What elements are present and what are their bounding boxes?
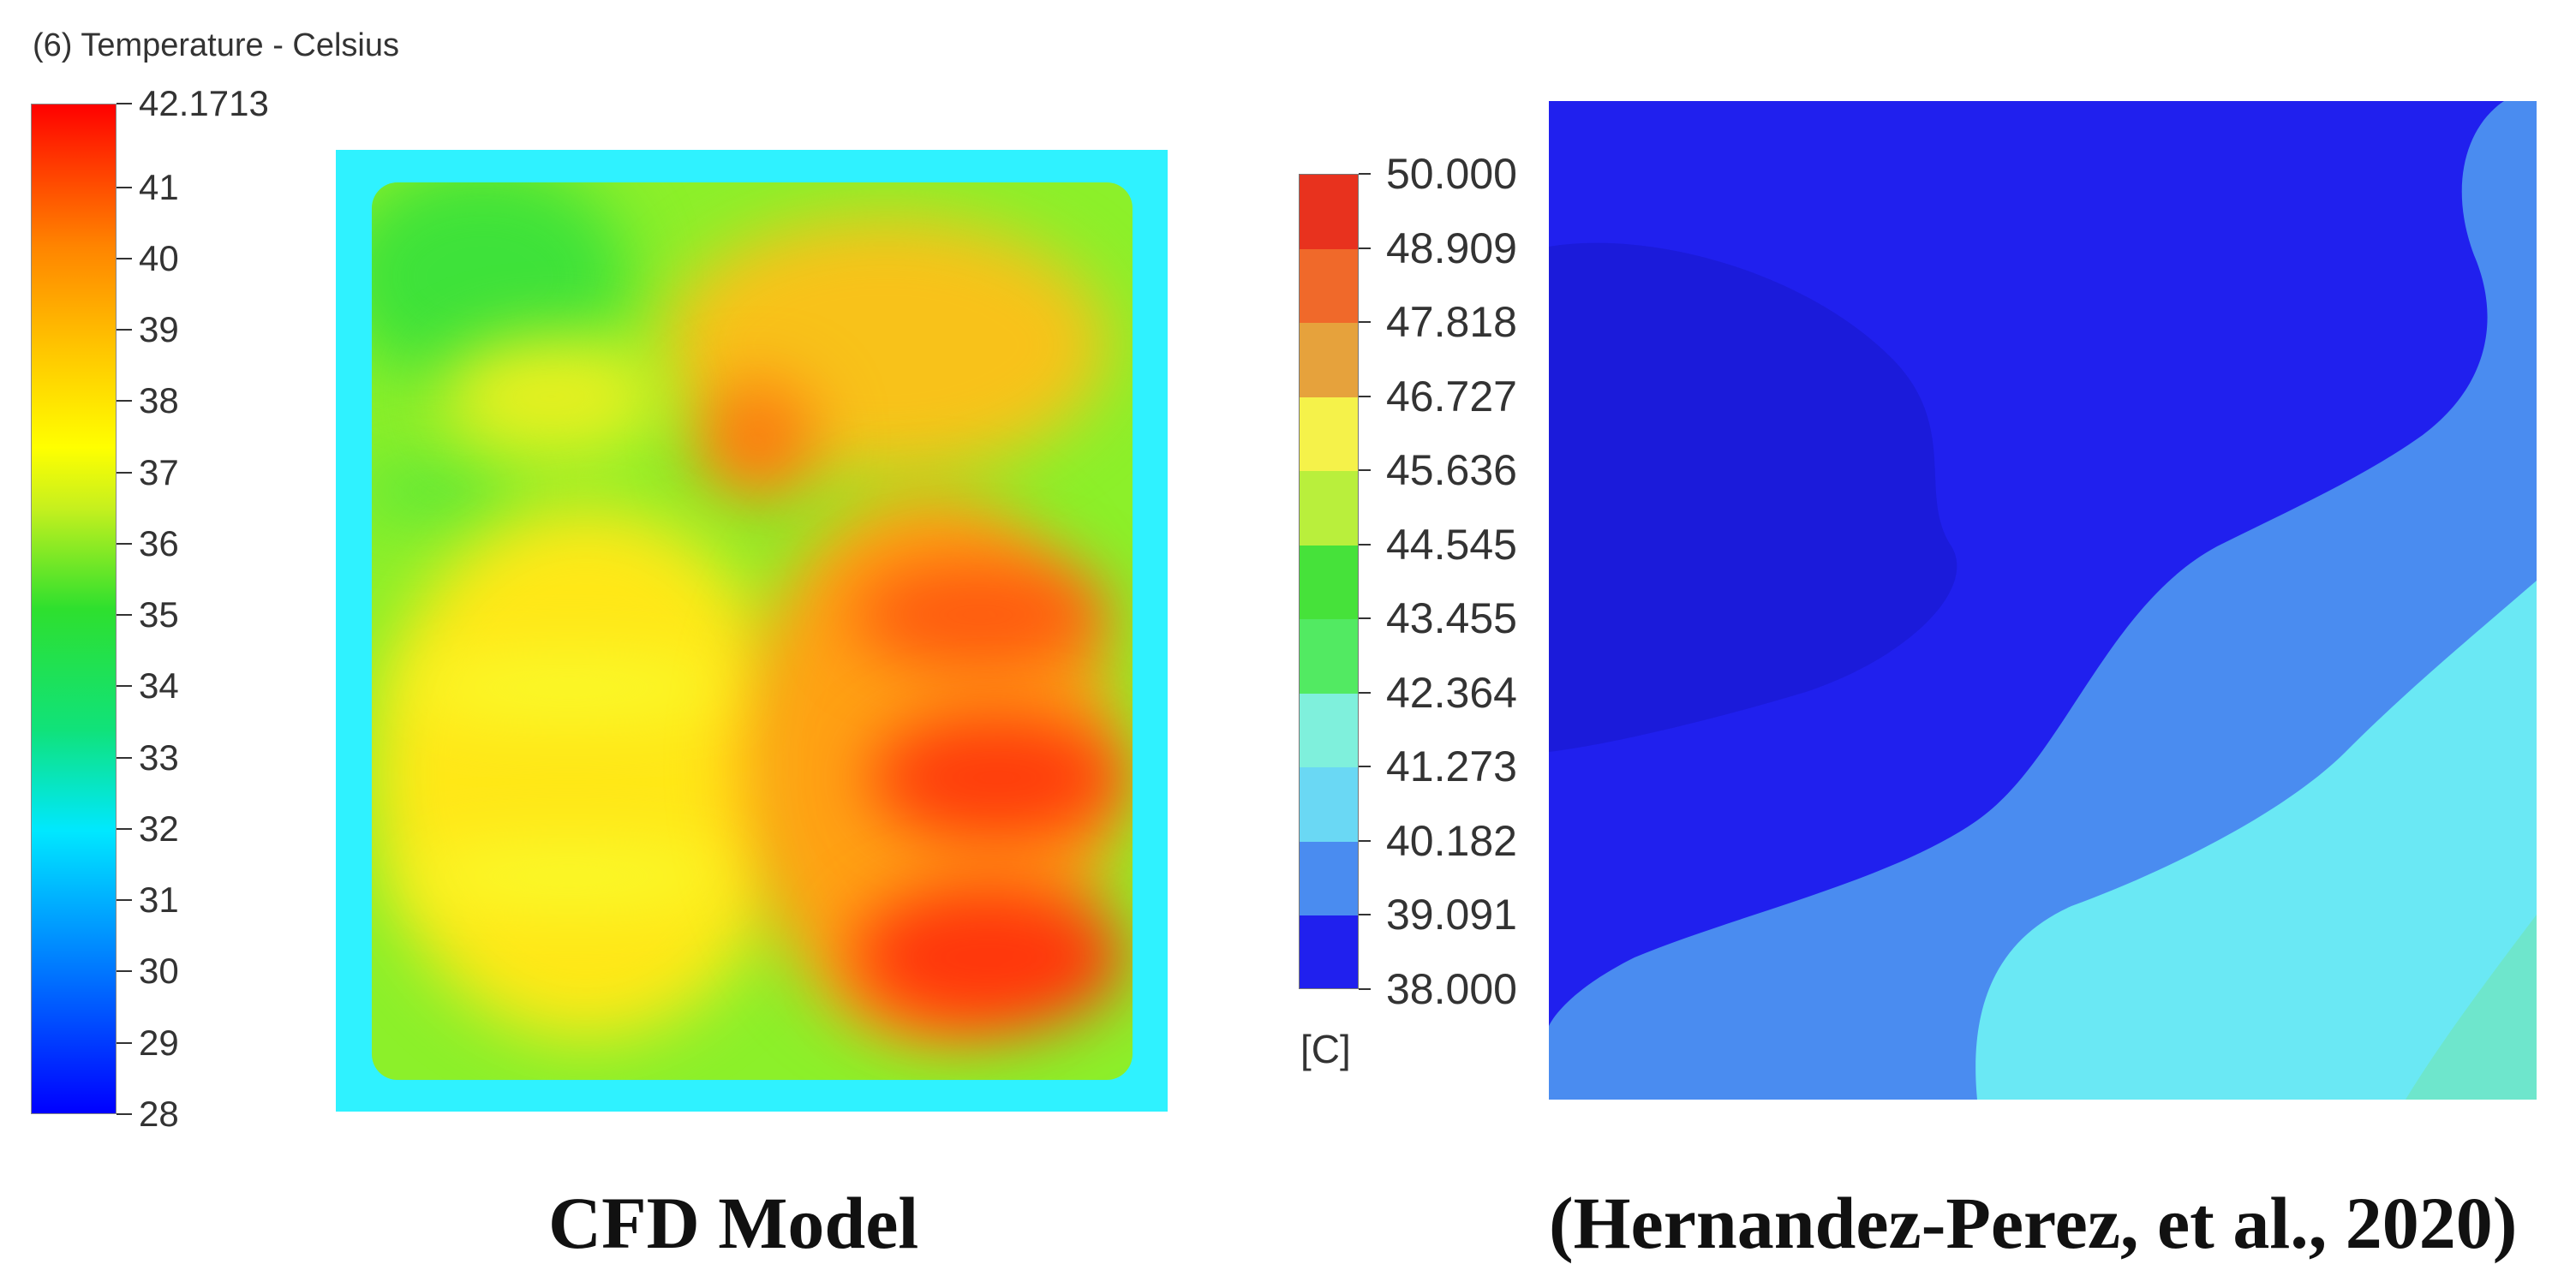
right-legend-band <box>1300 619 1358 694</box>
right-legend-label: 47.818 <box>1386 298 1517 347</box>
left-legend-label: 31 <box>139 880 179 921</box>
left-legend-tick <box>117 1041 132 1044</box>
right-legend-tick <box>1359 766 1371 768</box>
left-legend-label: 34 <box>139 665 179 707</box>
left-legend-label: 42.1713 <box>139 83 269 123</box>
left-legend-label: 35 <box>139 594 179 635</box>
right-legend-label: 40.182 <box>1386 816 1517 865</box>
right-legend-unit: [C] <box>1300 1027 1351 1071</box>
reference-caption: (Hernandez-Perez, et al., 2020) <box>1549 1182 2518 1264</box>
left-legend-tick <box>117 899 132 902</box>
left-legend-label: 28 <box>139 1094 179 1134</box>
left-legend-tick <box>117 542 132 545</box>
left-legend-label: 40 <box>139 237 179 278</box>
left-legend-tick <box>117 400 132 402</box>
cfd-contour-field <box>372 182 1133 1080</box>
right-legend-label: 45.636 <box>1386 446 1517 495</box>
right-legend-tick <box>1359 543 1371 546</box>
right-legend-label: 41.273 <box>1386 742 1517 791</box>
left-legend-label: 39 <box>139 309 179 350</box>
right-legend-band <box>1300 693 1358 768</box>
left-legend-label: 36 <box>139 522 179 563</box>
left-legend-label: 37 <box>139 451 179 492</box>
right-legend-tick <box>1359 395 1371 397</box>
contour-band-38 <box>1549 242 1957 752</box>
contour-band-42 <box>2406 915 2537 1100</box>
left-legend-tick <box>117 329 132 331</box>
right-legend-band <box>1300 915 1358 988</box>
right-legend-band <box>1300 397 1358 472</box>
left-legend-tick <box>117 257 132 259</box>
left-legend-tick <box>117 827 132 830</box>
right-legend-band <box>1300 767 1358 842</box>
right-legend-band <box>1300 841 1358 916</box>
left-legend-tick <box>117 1113 132 1115</box>
right-legend-label: 43.455 <box>1386 594 1517 643</box>
left-legend-label: 30 <box>139 951 179 992</box>
cfd-model-caption: CFD Model <box>548 1182 919 1264</box>
right-legend-band <box>1300 323 1358 397</box>
right-legend-tick <box>1359 469 1371 472</box>
left-legend-label: 32 <box>139 808 179 849</box>
right-legend-label: 38.000 <box>1386 965 1517 1013</box>
left-color-legend-bar <box>31 104 117 1114</box>
left-legend-label: 33 <box>139 736 179 778</box>
right-legend-label: 39.091 <box>1386 891 1517 939</box>
left-legend-tick <box>117 970 132 973</box>
right-legend-tick <box>1359 247 1371 249</box>
right-legend-label: 48.909 <box>1386 224 1517 272</box>
right-legend-label: 42.364 <box>1386 668 1517 717</box>
right-legend-band <box>1300 175 1358 249</box>
right-legend-band <box>1300 545 1358 620</box>
left-legend-label: 38 <box>139 380 179 421</box>
right-color-legend-bar <box>1299 174 1359 989</box>
right-legend-tick <box>1359 173 1371 175</box>
contour-band-41 <box>1975 581 2537 1100</box>
right-legend-tick <box>1359 988 1371 990</box>
reference-temperature-contour <box>1549 101 2537 1100</box>
right-legend-tick <box>1359 617 1371 620</box>
left-legend-tick <box>117 614 132 617</box>
left-legend-tick <box>117 685 132 688</box>
right-legend-tick <box>1359 839 1371 842</box>
right-legend-label: 50.000 <box>1386 150 1517 198</box>
right-legend-band <box>1300 248 1358 324</box>
right-legend-tick <box>1359 321 1371 324</box>
left-legend-tick <box>117 103 132 104</box>
left-legend-tick <box>117 471 132 474</box>
left-legend-label: 41 <box>139 166 179 207</box>
left-legend-tick <box>117 756 132 759</box>
right-legend-tick <box>1359 691 1371 694</box>
left-legend-title: (6) Temperature - Celsius <box>33 27 400 63</box>
right-legend-band <box>1300 471 1358 546</box>
left-legend-tick <box>117 186 132 188</box>
right-legend-label: 46.727 <box>1386 372 1517 420</box>
cfd-temperature-contour <box>336 150 1168 1112</box>
right-legend-tick <box>1359 914 1371 916</box>
right-legend-label: 44.545 <box>1386 520 1517 569</box>
left-legend-label: 29 <box>139 1022 179 1063</box>
